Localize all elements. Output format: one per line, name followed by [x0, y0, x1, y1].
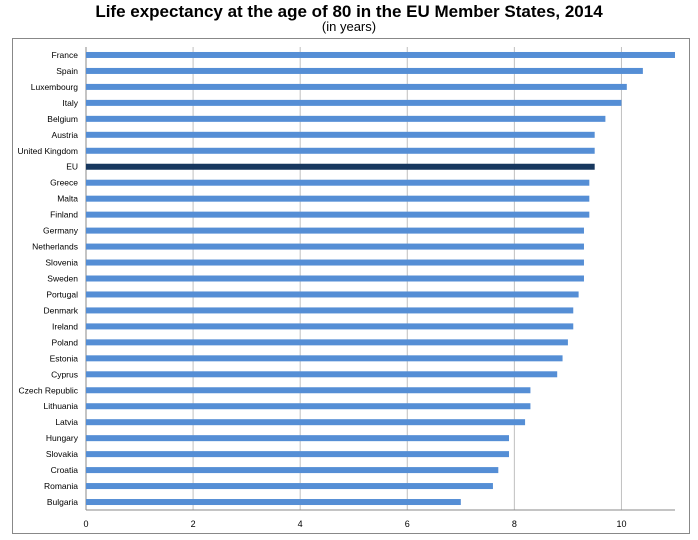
category-label: Belgium	[47, 114, 78, 124]
x-tick-label: 6	[405, 519, 410, 529]
bar-france	[86, 51, 675, 58]
bar-germany	[86, 227, 584, 234]
category-label: Spain	[56, 66, 78, 76]
bar-poland	[86, 339, 568, 346]
category-label: Malta	[57, 194, 78, 204]
bar-croatia	[86, 467, 499, 474]
category-label: Bulgaria	[47, 497, 78, 507]
category-label: Poland	[52, 337, 79, 347]
category-label: Austria	[52, 130, 79, 140]
category-label: United Kingdom	[18, 146, 78, 156]
category-label: France	[52, 50, 79, 60]
category-label: Sweden	[47, 274, 78, 284]
category-label: Hungary	[46, 433, 79, 443]
category-label: Germany	[43, 226, 79, 236]
x-tick-label: 4	[298, 519, 303, 529]
category-label: Finland	[50, 210, 78, 220]
bar-czech-republic	[86, 387, 531, 394]
category-label: Greece	[50, 178, 78, 188]
bar-belgium	[86, 115, 606, 122]
bar-estonia	[86, 355, 563, 362]
category-label: Romania	[44, 481, 78, 491]
bar-hungary	[86, 435, 510, 442]
bar-luxembourg	[86, 83, 627, 90]
category-label: Denmark	[44, 305, 79, 315]
category-label: EU	[66, 162, 78, 172]
bar-italy	[86, 99, 622, 106]
bar-sweden	[86, 275, 584, 282]
bar-slovakia	[86, 451, 510, 458]
x-tick-label: 10	[616, 519, 626, 529]
bar-denmark	[86, 307, 574, 314]
x-tick-label: 0	[83, 519, 88, 529]
bar-cyprus	[86, 371, 558, 378]
category-label: Ireland	[52, 321, 78, 331]
bar-greece	[86, 179, 590, 186]
bar-latvia	[86, 419, 526, 426]
category-label: Italy	[62, 98, 78, 108]
bar-bulgaria	[86, 499, 461, 506]
category-label: Slovenia	[45, 258, 78, 268]
category-label: Czech Republic	[18, 385, 78, 395]
category-label: Portugal	[46, 289, 78, 299]
bar-austria	[86, 131, 595, 138]
chart-frame	[12, 38, 690, 534]
category-label: Croatia	[51, 465, 79, 475]
bar-slovenia	[86, 259, 584, 266]
bar-spain	[86, 67, 643, 74]
chart-title: Life expectancy at the age of 80 in the …	[95, 2, 603, 21]
bar-eu	[86, 163, 595, 170]
category-label: Slovakia	[46, 449, 78, 459]
category-label: Luxembourg	[31, 82, 79, 92]
bar-portugal	[86, 291, 579, 298]
bar-lithuania	[86, 403, 531, 410]
bar-united-kingdom	[86, 147, 595, 154]
category-label: Cyprus	[51, 369, 78, 379]
category-label: Lithuania	[43, 401, 78, 411]
chart-subtitle: (in years)	[321, 19, 377, 34]
category-label: Latvia	[55, 417, 78, 427]
category-label: Netherlands	[32, 242, 78, 252]
category-label: Estonia	[50, 353, 79, 363]
bar-romania	[86, 483, 493, 490]
x-tick-label: 8	[512, 519, 517, 529]
bar-netherlands	[86, 243, 584, 250]
bar-finland	[86, 211, 590, 218]
x-tick-label: 2	[191, 519, 196, 529]
bar-malta	[86, 195, 590, 202]
bar-ireland	[86, 323, 574, 330]
